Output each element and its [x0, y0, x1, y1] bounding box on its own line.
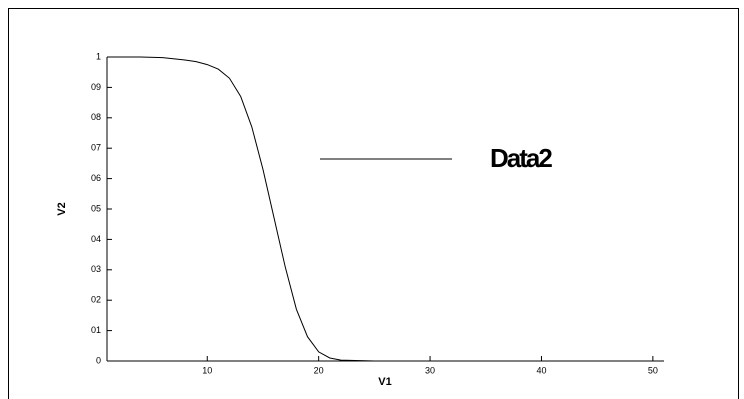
y-tick-label: 05 — [91, 203, 101, 213]
y-tick-label: 0 — [96, 355, 101, 365]
y-axis-title: V2 — [56, 202, 68, 215]
y-tick-label: 06 — [91, 173, 101, 183]
x-tick-label: 40 — [536, 365, 546, 375]
frame — [8, 8, 739, 399]
y-tick-label: 08 — [91, 112, 101, 122]
y-tick-label: 09 — [91, 82, 101, 92]
x-axis-title: V1 — [378, 376, 391, 388]
x-tick-label: 20 — [314, 365, 324, 375]
y-tick-label: 03 — [91, 264, 101, 274]
data-line — [107, 56, 664, 362]
x-tick-label: 50 — [648, 365, 658, 375]
x-tick-label: 30 — [425, 365, 435, 375]
y-tick-label: 01 — [91, 325, 101, 335]
y-tick-label: 1 — [96, 51, 101, 61]
y-tick-label: 07 — [91, 143, 101, 153]
x-tick-label: 10 — [202, 365, 212, 375]
y-tick-label: 02 — [91, 295, 101, 305]
legend-label: Data2 — [490, 143, 552, 173]
y-tick-label: 04 — [91, 234, 101, 244]
